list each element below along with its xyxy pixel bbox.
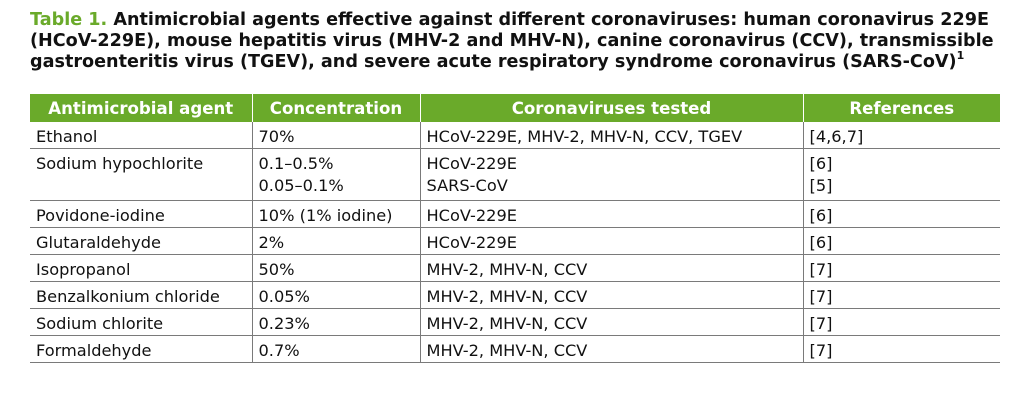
cell-viruses: MHV-2, MHV-N, CCV <box>419 281 803 309</box>
cell-references: [6] <box>802 227 1000 255</box>
cell-viruses: MHV-2, MHV-N, CCV <box>419 308 803 336</box>
cell-viruses: HCoV-229E SARS-CoV <box>419 148 803 201</box>
cell-viruses-line: MHV-2, MHV-N, CCV <box>426 341 588 360</box>
cell-references-line: [4,6,7] <box>809 127 864 146</box>
cell-references-line: [5] <box>809 176 833 195</box>
cell-viruses: MHV-2, MHV-N, CCV <box>419 254 803 282</box>
table-row: Formaldehyde 0.7% MHV-2, MHV-N, CCV [7] <box>30 335 1000 363</box>
table-row: Sodium hypochlorite 0.1–0.5% 0.05–0.1% HCoV… <box>30 148 1000 201</box>
cell-viruses-line: SARS-CoV <box>426 176 508 195</box>
cell-concentration-line: 0.1–0.5% <box>258 154 334 173</box>
cell-viruses-line: MHV-2, MHV-N, CCV <box>426 260 588 279</box>
table-row: Povidone-iodine 10% (1% iodine) HCoV-229E [… <box>30 200 1000 228</box>
column-header-concentration: Concentration <box>252 94 421 122</box>
table-row: Benzalkonium chloride 0.05% MHV-2, MHV-N, … <box>30 281 1000 309</box>
cell-concentration: 2% <box>251 227 420 255</box>
column-header-agent: Antimicrobial agent <box>30 94 253 122</box>
cell-viruses-line: HCoV-229E, MHV-2, MHV-N, CCV, TGEV <box>426 127 743 146</box>
table-row: Sodium chlorite 0.23% MHV-2, MHV-N, CCV [7] <box>30 308 1000 336</box>
cell-references-line: [6] <box>809 233 833 252</box>
column-header-references: References <box>803 94 1000 122</box>
cell-viruses-line: HCoV-229E <box>426 154 517 173</box>
table-row: Isopropanol 50% MHV-2, MHV-N, CCV [7] <box>30 254 1000 282</box>
cell-references-line: [7] <box>809 314 833 333</box>
cell-references: [6] [5] <box>802 148 1000 201</box>
cell-references-line: [6] <box>809 154 833 173</box>
caption-text: Antimicrobial agents effective against d… <box>30 10 994 72</box>
antimicrobial-table: Antimicrobial agent Concentration Corona… <box>30 94 1000 363</box>
table-label: Table 1. <box>30 10 108 30</box>
cell-agent: Sodium hypochlorite <box>30 148 252 201</box>
cell-concentration-line: 70% <box>258 127 295 146</box>
cell-concentration-line: 2% <box>258 233 285 252</box>
table-row: Glutaraldehyde 2% HCoV-229E [6] <box>30 227 1000 255</box>
cell-concentration: 0.23% <box>251 308 420 336</box>
table-caption: Table 1. Antimicrobial agents effective … <box>30 10 1000 73</box>
cell-concentration: 0.1–0.5% 0.05–0.1% <box>251 148 420 201</box>
caption-footnote-marker: 1 <box>956 49 965 63</box>
cell-viruses: MHV-2, MHV-N, CCV <box>419 335 803 363</box>
cell-agent: Benzalkonium chloride <box>30 281 252 309</box>
cell-concentration: 70% <box>251 122 420 149</box>
cell-references: [7] <box>802 335 1000 363</box>
cell-concentration-line: 0.23% <box>258 314 310 333</box>
cell-concentration-line: 0.7% <box>258 341 300 360</box>
table-body: Ethanol 70% HCoV-229E, MHV-2, MHV-N, CCV, … <box>30 122 1000 363</box>
cell-concentration: 10% (1% iodine) <box>251 200 420 228</box>
cell-agent: Formaldehyde <box>30 335 252 363</box>
cell-references-line: [7] <box>809 341 833 360</box>
cell-references: [7] <box>802 254 1000 282</box>
cell-references: [7] <box>802 281 1000 309</box>
column-header-viruses: Coronaviruses tested <box>420 94 804 122</box>
cell-viruses-line: HCoV-229E <box>426 233 517 252</box>
cell-concentration: 0.7% <box>251 335 420 363</box>
cell-references: [4,6,7] <box>802 122 1000 149</box>
cell-viruses-line: MHV-2, MHV-N, CCV <box>426 314 588 333</box>
cell-concentration-line: 10% (1% iodine) <box>258 206 393 225</box>
cell-references-line: [7] <box>809 260 833 279</box>
table-header-row: Antimicrobial agent Concentration Corona… <box>30 94 1000 122</box>
cell-viruses: HCoV-229E <box>419 227 803 255</box>
cell-agent: Isopropanol <box>30 254 252 282</box>
cell-concentration: 0.05% <box>251 281 420 309</box>
cell-viruses-line: MHV-2, MHV-N, CCV <box>426 287 588 306</box>
cell-agent: Povidone-iodine <box>30 200 252 228</box>
cell-references-line: [7] <box>809 287 833 306</box>
cell-viruses: HCoV-229E <box>419 200 803 228</box>
cell-viruses: HCoV-229E, MHV-2, MHV-N, CCV, TGEV <box>419 122 803 149</box>
table-row: Ethanol 70% HCoV-229E, MHV-2, MHV-N, CCV, … <box>30 122 1000 149</box>
cell-agent: Ethanol <box>30 122 252 149</box>
cell-concentration-line: 0.05–0.1% <box>258 176 344 195</box>
cell-references: [6] <box>802 200 1000 228</box>
cell-viruses-line: HCoV-229E <box>426 206 517 225</box>
cell-concentration-line: 0.05% <box>258 287 310 306</box>
cell-agent: Sodium chlorite <box>30 308 252 336</box>
cell-concentration-line: 50% <box>258 260 295 279</box>
cell-references: [7] <box>802 308 1000 336</box>
cell-concentration: 50% <box>251 254 420 282</box>
cell-agent: Glutaraldehyde <box>30 227 252 255</box>
cell-references-line: [6] <box>809 206 833 225</box>
